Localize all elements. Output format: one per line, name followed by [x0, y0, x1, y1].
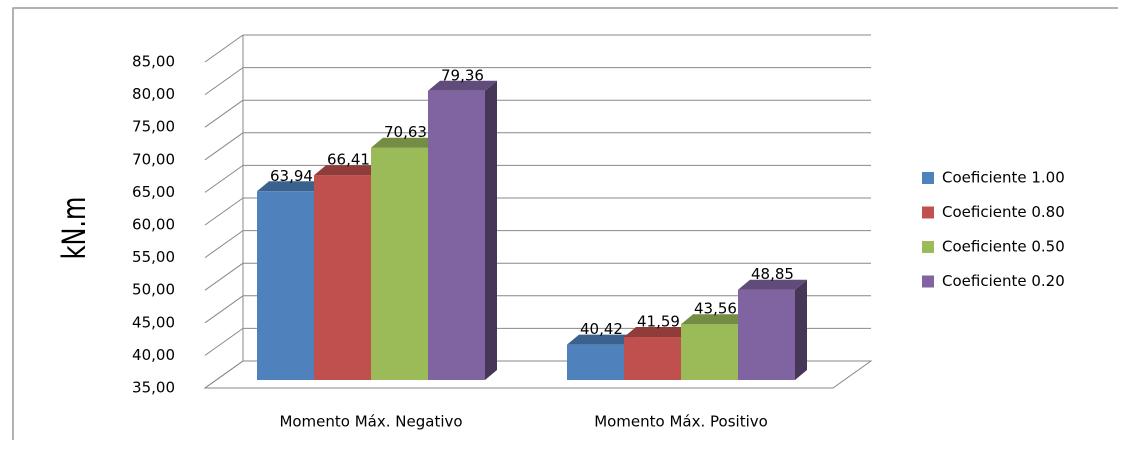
legend-swatch	[922, 275, 934, 288]
y-tick-label: 85,00	[132, 53, 175, 71]
bar	[624, 337, 681, 380]
y-tick-label: 80,00	[132, 85, 175, 103]
y-tick-label: 35,00	[132, 379, 175, 397]
bar-side	[795, 279, 807, 380]
bar	[371, 147, 428, 380]
bar-top	[428, 80, 497, 91]
bar-side	[485, 80, 497, 380]
legend-swatch	[922, 206, 934, 219]
bar-top	[314, 165, 383, 176]
data-label: 63,94	[270, 167, 313, 185]
grid-line	[204, 99, 244, 128]
y-tick-label: 40,00	[132, 346, 175, 364]
grid-line	[204, 295, 244, 324]
grid-line	[204, 230, 244, 259]
legend-swatch	[922, 172, 934, 184]
legend-label: Coeficiente 1.00	[942, 169, 1065, 187]
grid-line	[204, 197, 244, 226]
bar-top	[567, 334, 636, 345]
x-tick-label: Momento Máx. Negativo	[279, 413, 462, 431]
y-tick-label: 50,00	[132, 281, 175, 299]
data-label: 40,42	[580, 320, 623, 338]
data-label: 43,56	[694, 300, 737, 318]
y-axis-label: kN.m	[56, 197, 93, 260]
legend-label: Coeficiente 0.20	[942, 272, 1065, 290]
grid-line	[204, 262, 244, 291]
data-label: 79,36	[441, 66, 484, 84]
data-label: 66,41	[327, 151, 370, 169]
bar	[314, 175, 371, 380]
bar-top	[738, 279, 807, 290]
grid-line	[204, 360, 244, 389]
data-label: 70,63	[384, 123, 427, 141]
y-tick-label: 55,00	[132, 248, 175, 266]
bar	[428, 90, 485, 380]
y-tick-label: 60,00	[132, 216, 175, 234]
grid-line	[204, 327, 244, 356]
y-tick-label: 45,00	[132, 313, 175, 331]
chart-border	[12, 7, 1118, 440]
bar-top	[681, 314, 750, 325]
bar-top	[624, 327, 693, 338]
y-tick-label: 75,00	[132, 118, 175, 136]
bar	[567, 344, 624, 380]
grid-line	[204, 164, 244, 193]
y-tick-label: 70,00	[132, 150, 175, 168]
bar-top	[371, 137, 440, 148]
y-tick-label: 65,00	[132, 183, 175, 201]
legend-label: Coeficiente 0.80	[942, 203, 1065, 221]
grid-line	[204, 34, 244, 63]
bar-top	[257, 181, 326, 192]
legend-label: Coeficiente 0.50	[942, 238, 1065, 256]
legend-swatch	[922, 241, 934, 253]
grid-line	[204, 132, 244, 161]
x-tick-label: Momento Máx. Positivo	[594, 413, 768, 431]
grid-line	[204, 67, 244, 96]
bar	[681, 324, 738, 380]
bar	[257, 191, 314, 380]
bar	[738, 289, 795, 380]
data-label: 41,59	[637, 313, 680, 331]
data-label: 48,85	[751, 265, 794, 283]
